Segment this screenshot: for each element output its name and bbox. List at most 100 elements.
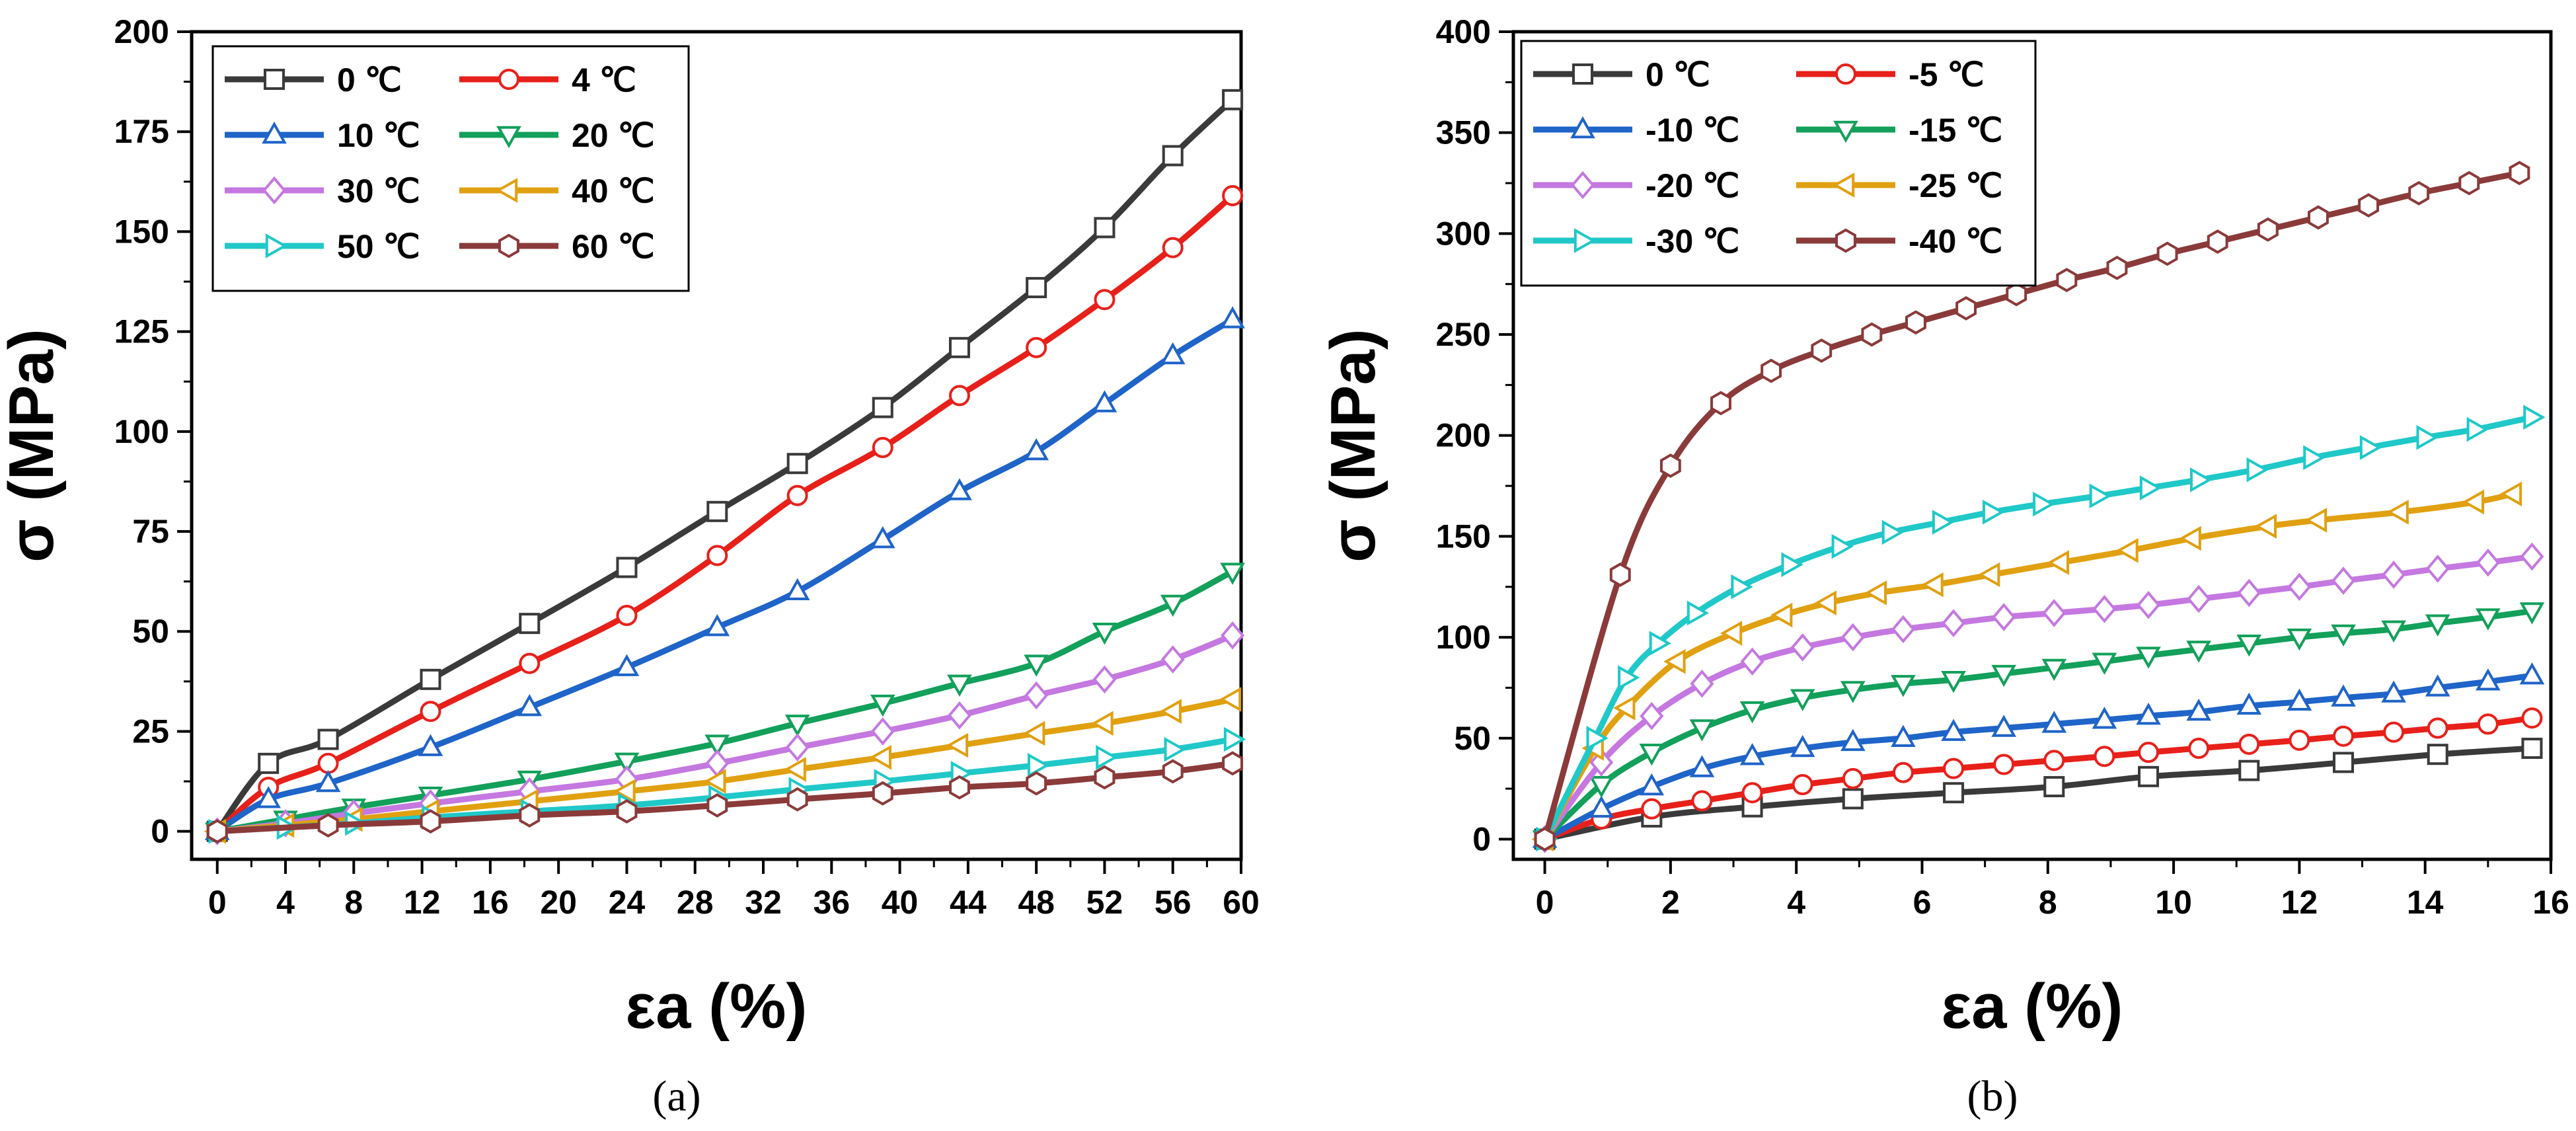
data-point	[613, 779, 636, 804]
x-tick-label: 0	[208, 884, 227, 921]
data-point	[2188, 738, 2210, 760]
y-tick-label: 50	[1454, 720, 1491, 757]
data-point	[2521, 738, 2543, 760]
legend-entry: 30 ℃	[225, 173, 420, 210]
data-point	[1905, 310, 1926, 335]
y-tick-label: 250	[1436, 316, 1491, 353]
legend-entry: -30 ℃	[1533, 223, 1739, 260]
legend-entry: 60 ℃	[459, 228, 655, 265]
data-point	[872, 437, 893, 459]
data-point	[258, 752, 280, 774]
y-tick-label: 175	[114, 113, 169, 150]
data-point	[784, 715, 810, 737]
data-point	[2458, 171, 2480, 196]
data-point	[1162, 145, 1184, 167]
legend-marker	[496, 126, 521, 149]
data-point	[1690, 670, 1714, 698]
data-point	[2236, 692, 2262, 715]
data-point	[949, 775, 970, 800]
legend: 0 ℃ -5 ℃ -10 ℃ -15 ℃ -20 ℃ -25 ℃ -30 ℃ -40 ℃	[1520, 40, 2037, 287]
data-point	[2043, 750, 2065, 771]
data-point	[2136, 703, 2161, 725]
data-point	[1840, 728, 1866, 752]
legend-label: -20 ℃	[1646, 167, 1739, 204]
series-2	[206, 184, 1244, 842]
series-8	[206, 751, 1244, 844]
data-point	[1790, 734, 1815, 758]
series-line	[214, 696, 1236, 835]
data-point	[1096, 744, 1118, 770]
legend-label: -15 ℃	[1909, 112, 2002, 149]
legend-entry: 0 ℃	[1533, 56, 1710, 93]
series-line	[214, 568, 1236, 835]
legend-entry: -15 ℃	[1796, 112, 2002, 149]
data-point	[2519, 662, 2545, 685]
x-tick-label: 4	[1787, 884, 1805, 921]
data-point	[869, 744, 891, 770]
legend-label: 4 ℃	[572, 61, 636, 98]
data-point	[1861, 322, 1883, 347]
data-point	[1991, 664, 2017, 687]
x-tick-label: 56	[1155, 884, 1192, 921]
data-point	[2358, 193, 2380, 218]
data-point	[2207, 229, 2228, 254]
x-tick-label: 24	[609, 884, 646, 921]
legend-entry: 20 ℃	[459, 117, 655, 154]
data-point	[2333, 752, 2354, 773]
legend-box	[211, 45, 690, 292]
x-axis-title: εa (%)	[626, 971, 808, 1042]
data-point	[1024, 438, 1049, 461]
series-8	[1534, 161, 2530, 851]
data-point	[2186, 698, 2211, 721]
x-axis-title: εa (%)	[1942, 971, 2123, 1042]
legend-entry: 50 ℃	[225, 228, 420, 265]
data-point	[2106, 255, 2128, 280]
data-point	[1790, 689, 1815, 711]
data-point	[2359, 435, 2382, 460]
data-point	[1770, 602, 1793, 628]
data-point	[1720, 621, 1743, 646]
y-tick-label: 75	[132, 513, 169, 550]
x-tick-label: 8	[2039, 884, 2057, 921]
data-point	[1024, 681, 1049, 710]
data-point	[2386, 499, 2409, 525]
legend-entry: -5 ℃	[1796, 56, 1985, 93]
data-point	[2187, 584, 2211, 613]
y-tick-label: 100	[1436, 619, 1491, 656]
legend-entry: -40 ℃	[1796, 223, 2002, 260]
plot-frame	[1511, 30, 2553, 861]
legend-label: -40 ℃	[1909, 223, 2002, 260]
data-point	[317, 813, 339, 838]
y-tick-label: 25	[132, 713, 169, 750]
data-point	[706, 500, 728, 522]
data-point	[1840, 623, 1865, 652]
x-tick-label: 6	[1913, 884, 1932, 921]
x-tick-label: 20	[540, 884, 577, 921]
chart-a: 0 4 8 12 16 20 24 28 32 36 40 44 48 52 56 6002550751001…	[0, 13, 1260, 1120]
legend-marker	[1833, 120, 1858, 143]
data-point	[1781, 552, 1803, 577]
data-point	[2238, 760, 2260, 781]
y-tick-label: 0	[151, 813, 169, 850]
data-point	[2477, 713, 2499, 735]
data-point	[704, 614, 730, 637]
data-point	[519, 803, 541, 828]
data-point	[2089, 483, 2112, 509]
data-point	[1710, 391, 1731, 416]
data-point	[2092, 652, 2117, 675]
data-point	[2519, 602, 2545, 625]
data-point	[1221, 621, 1245, 650]
data-point	[420, 701, 441, 722]
data-point	[1160, 645, 1185, 674]
data-point	[1941, 671, 1966, 693]
legend-marker	[1832, 173, 1855, 198]
data-point	[2238, 733, 2260, 755]
data-point	[784, 578, 810, 600]
data-point	[706, 793, 728, 818]
data-point	[614, 654, 640, 676]
data-point	[317, 752, 339, 774]
data-point	[2042, 599, 2066, 627]
data-point	[2303, 445, 2326, 471]
data-point	[2425, 554, 2450, 583]
